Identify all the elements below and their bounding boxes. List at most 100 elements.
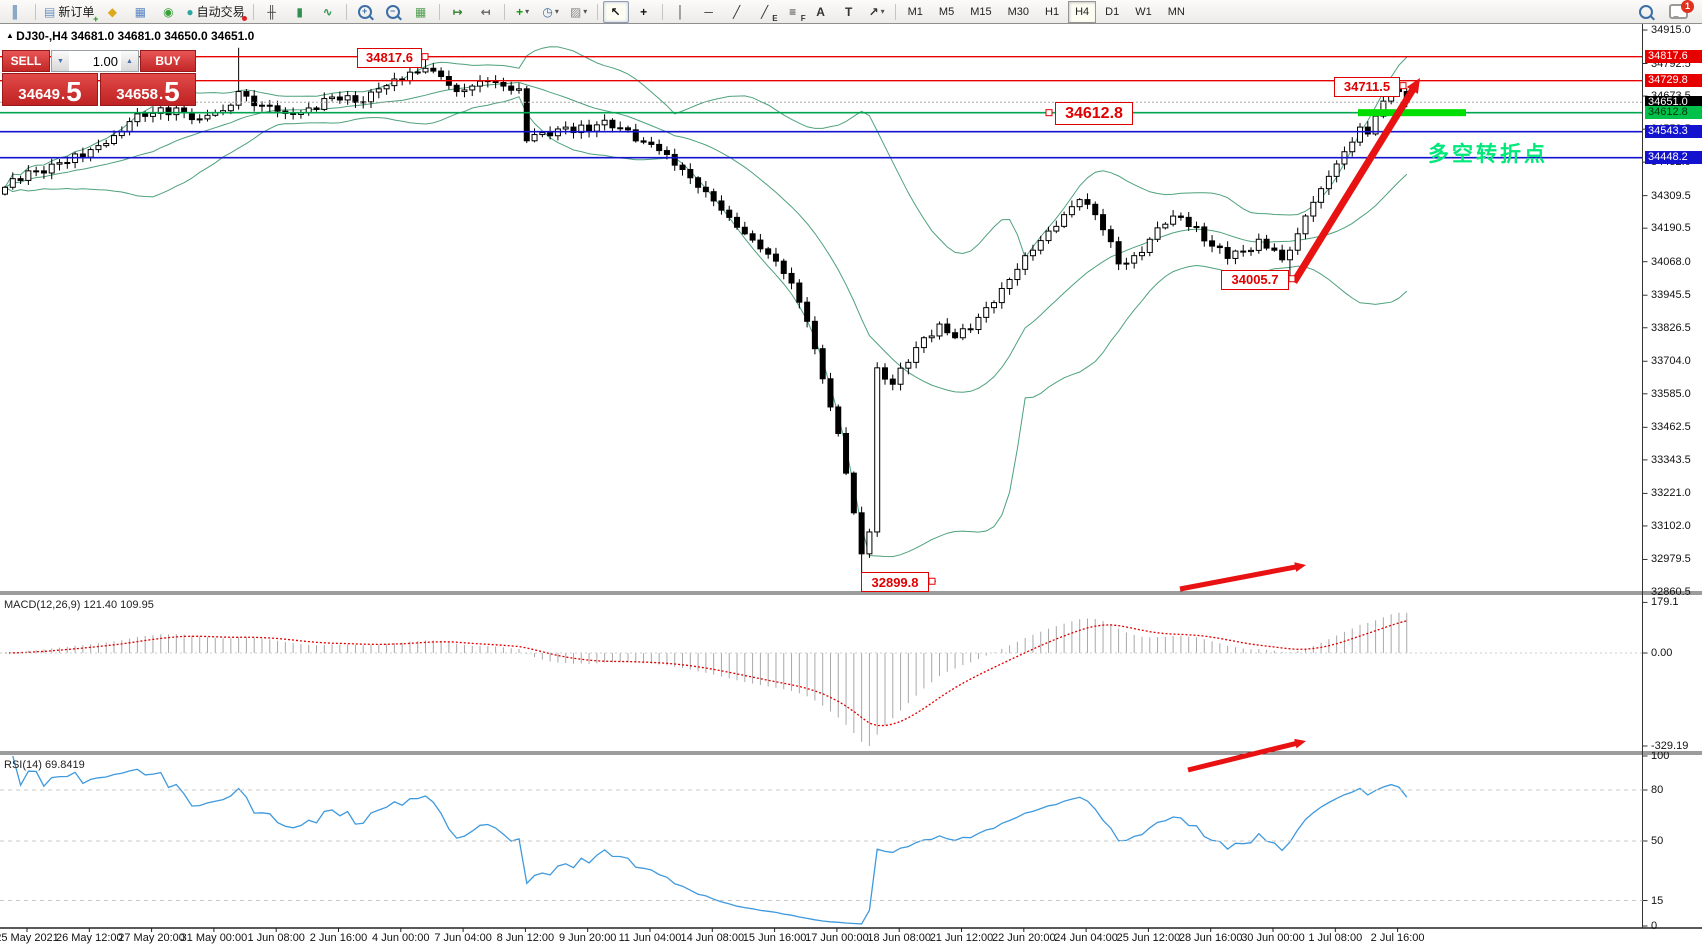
timeframe-m1[interactable]: M1	[907, 5, 923, 18]
cursor-icon-glyph: ↖	[610, 4, 621, 19]
price-axis-tick: 34190.5	[1651, 222, 1691, 235]
timeframe-m5[interactable]: M5	[938, 5, 955, 18]
timeframe-d1[interactable]: D1	[1105, 5, 1120, 18]
date-axis-label: 4 Jun 00:00	[372, 932, 430, 944]
price-axis-tick: 32979.5	[1651, 553, 1691, 566]
volume-input[interactable]: 1.00	[92, 53, 118, 69]
equidistant-channel-icon[interactable]: ╱ E	[761, 4, 778, 23]
one-click-trading-widget: SELL ▼ 1.00 ▲ BUY 34649. 5 34658. 5	[2, 50, 196, 106]
rsi-axis-label: 50	[1651, 835, 1664, 847]
chart-shift-icon-glyph: ↤	[480, 4, 491, 19]
periods-icon-glyph: ◷	[542, 4, 553, 19]
bar-chart-icon-glyph: ╫	[267, 4, 276, 19]
rsi-axis-label: 0	[1651, 920, 1658, 932]
terminal-icon[interactable]: ▦	[127, 1, 153, 23]
sell-price-frac: 5	[66, 76, 82, 107]
cursor-icon[interactable]: ↖	[602, 0, 629, 23]
toolbar-separator	[661, 3, 663, 20]
price-annotation[interactable]: 34711.5	[1334, 76, 1400, 97]
signals-icon[interactable]: ◉	[155, 1, 181, 23]
bar-chart-icon[interactable]: ╫	[259, 1, 285, 23]
terminal-icon-glyph: ▦	[134, 4, 147, 19]
buy-price-dot: .	[158, 86, 164, 103]
date-axis-label: 2 Jun 16:00	[309, 932, 368, 944]
equidistant-channel-icon-glyph: ╱	[761, 4, 769, 19]
date-axis-label: 27 May 20:00	[118, 932, 185, 944]
price-axis-tick: 33343.5	[1651, 453, 1691, 466]
volume-stepper: ▼ 1.00 ▲	[51, 50, 139, 72]
text-icon[interactable]: A	[808, 1, 834, 23]
price-annotation[interactable]: 34817.6	[357, 47, 422, 68]
sell-price-main: 34649	[18, 86, 60, 103]
price-axis-tick: 34309.5	[1651, 189, 1691, 202]
date-axis-label: 15 Jun 16:00	[742, 932, 807, 944]
templates-icon[interactable]: ▨ ▾	[566, 1, 592, 23]
zoom-out-icon[interactable]: −	[380, 1, 406, 23]
editor-icon[interactable]: ◆	[99, 1, 125, 23]
toolbar-separator	[252, 3, 254, 20]
chat-icon[interactable]: 1	[1669, 0, 1694, 19]
volume-increase-button[interactable]: ▲	[121, 51, 138, 71]
timeframe-mn[interactable]: MN	[1167, 5, 1185, 18]
date-axis-label: 31 May 00:00	[180, 932, 248, 944]
vertical-line-icon-glyph: │	[676, 4, 685, 19]
autoscroll-icon[interactable]: ↦	[445, 1, 471, 23]
timeframe-m30[interactable]: M30	[1007, 5, 1029, 18]
buy-button[interactable]: BUY	[140, 50, 196, 72]
horizontal-line-icon[interactable]: ─	[696, 1, 722, 23]
timeframe-m15[interactable]: M15	[970, 5, 992, 18]
arrows-icon-glyph: ↗	[868, 4, 879, 19]
zoom-out-icon: −	[385, 4, 400, 19]
zoom-in-icon: +	[357, 4, 372, 19]
indicators-icon[interactable]: + ▾	[510, 1, 536, 23]
chart-title: ▲ DJ30-,H4 34681.0 34681.0 34650.0 34651…	[6, 29, 254, 43]
price-axis-tick: 34068.0	[1651, 255, 1691, 268]
sell-button[interactable]: SELL	[2, 50, 50, 72]
turning-point-annotation[interactable]: 多空转折点	[1428, 143, 1548, 166]
buy-price-button[interactable]: 34658. 5	[100, 73, 196, 106]
price-axis-badge: 34817.6	[1645, 50, 1702, 64]
crosshair-icon[interactable]: +	[631, 1, 657, 23]
price-annotation[interactable]: 34612.8	[1055, 102, 1133, 126]
fibonacci-icon-glyph: ≡	[789, 4, 797, 19]
timeframe-w1[interactable]: W1	[1135, 5, 1152, 18]
text-icon-glyph: A	[816, 4, 825, 19]
line-chart-icon[interactable]: ∿	[315, 1, 341, 23]
zoom-in-icon[interactable]: +	[352, 1, 378, 23]
chevron-down-icon: ▾	[583, 7, 588, 16]
macd-axis-label: 179.1	[1651, 596, 1679, 609]
toolbar-separator	[345, 3, 347, 20]
tile-windows-icon-glyph: ▦	[414, 4, 427, 19]
new-order-icon[interactable]: ▤ + 新订单	[44, 4, 99, 24]
timeframe-h4[interactable]: H4	[1068, 0, 1097, 23]
window-fragment-icon[interactable]: ▌	[4, 1, 30, 23]
notification-badge: 1	[1681, 0, 1694, 13]
price-axis-badge: 34543.3	[1645, 125, 1702, 139]
price-annotation[interactable]: 32899.8	[861, 572, 929, 593]
sell-price-button[interactable]: 34649. 5	[2, 73, 98, 106]
chevron-down-icon: ▾	[880, 7, 885, 16]
volume-decrease-button[interactable]: ▼	[52, 51, 69, 71]
chart-shift-icon[interactable]: ↤	[473, 1, 499, 23]
timeframe-h1[interactable]: H1	[1045, 5, 1060, 18]
periods-icon[interactable]: ◷ ▾	[538, 1, 564, 23]
date-axis-label: 2 Jul 16:00	[1370, 932, 1425, 944]
search-icon[interactable]	[1639, 4, 1653, 19]
vertical-line-icon[interactable]: │	[668, 1, 694, 23]
arrows-icon[interactable]: ↗ ▾	[864, 1, 890, 23]
price-axis-badge: 34729.8	[1645, 74, 1702, 88]
date-axis-label: 21 Jun 12:00	[929, 932, 994, 944]
trendline-icon-glyph: ╱	[733, 4, 741, 19]
trendline-icon[interactable]: ╱	[724, 1, 750, 23]
price-axis-tick: 33585.0	[1651, 387, 1691, 400]
autoscroll-icon-glyph: ↦	[452, 4, 463, 19]
autotrading-icon[interactable]: ● 自动交易	[183, 1, 247, 23]
price-annotation[interactable]: 34005.7	[1221, 269, 1289, 290]
rsi-axis-label: 80	[1651, 784, 1664, 796]
tile-windows-icon[interactable]: ▦	[408, 1, 434, 23]
date-axis-label: 1 Jun 08:00	[247, 932, 305, 944]
text-label-icon[interactable]: T	[836, 1, 862, 23]
candlestick-chart-icon[interactable]: ▮	[287, 1, 313, 23]
fibonacci-icon[interactable]: ≡ F	[789, 4, 806, 23]
